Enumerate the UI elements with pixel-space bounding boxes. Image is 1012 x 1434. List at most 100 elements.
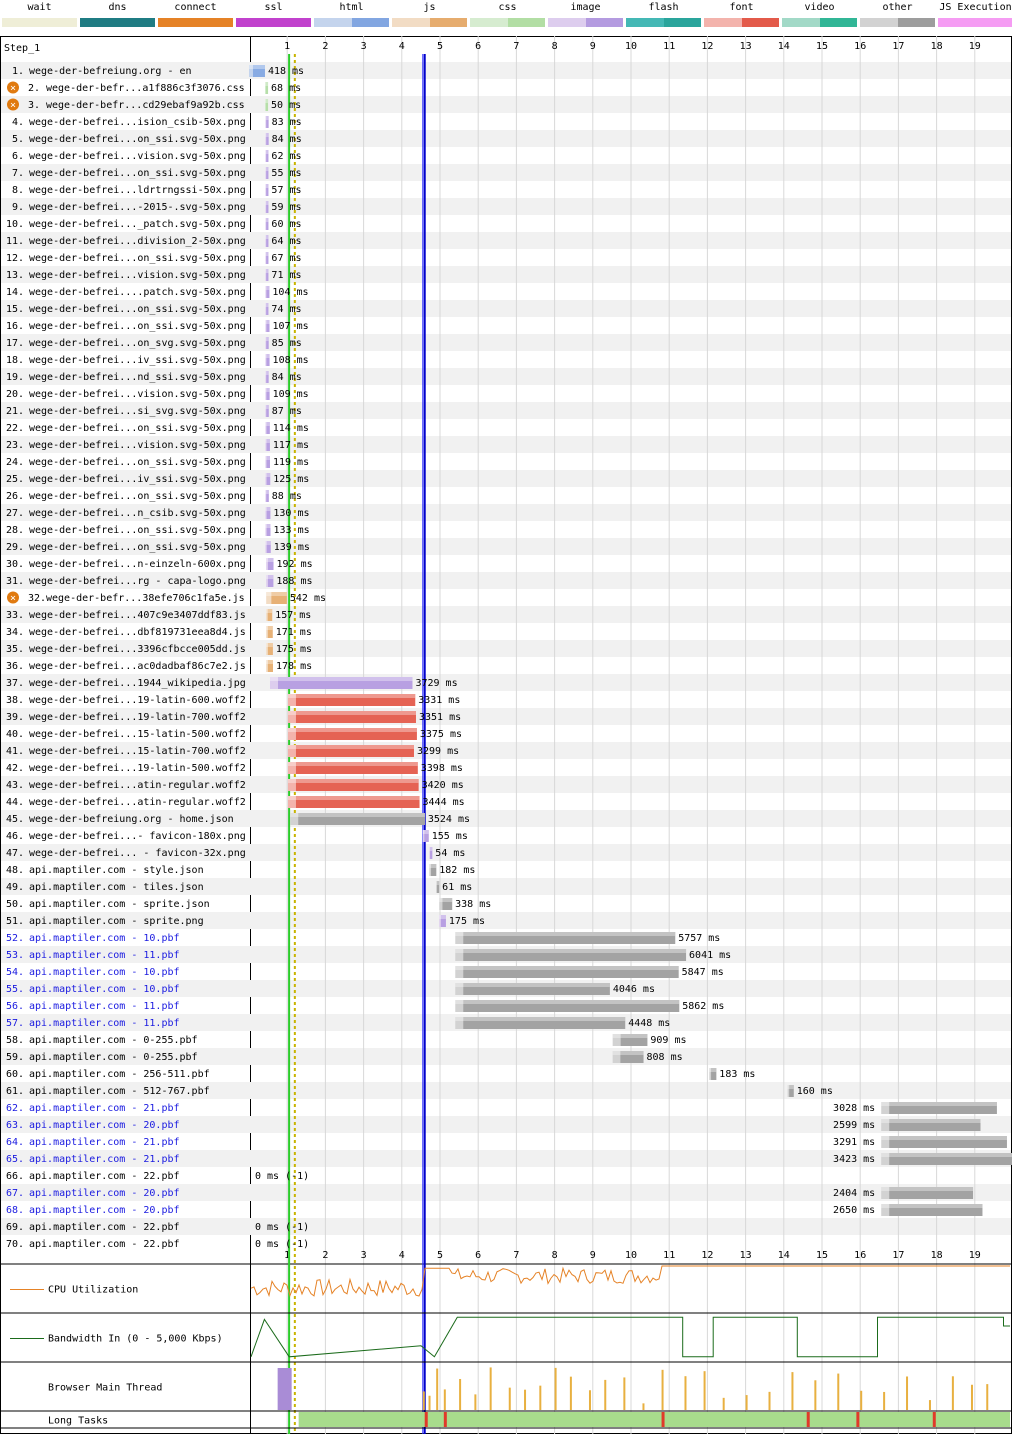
- request-number: 61.: [6, 1086, 24, 1097]
- main-thread-spike: [623, 1377, 626, 1410]
- tick-label-bottom: 19: [969, 1250, 981, 1261]
- request-bar-download: [266, 286, 270, 298]
- main-thread-spike: [951, 1376, 954, 1410]
- legend-swatch: [470, 18, 545, 27]
- request-url: wege-der-befrei...n_csib.svg-50x.png: [29, 508, 246, 519]
- row-stripe: [1, 300, 1011, 317]
- request-url: wege-der-befrei...on_ssi.svg-50x.png: [29, 168, 246, 179]
- row-stripe: [1, 1048, 1011, 1065]
- request-number: 45.: [6, 814, 24, 825]
- main-thread-spike: [661, 1369, 664, 1410]
- request-duration: 3729 ms: [415, 678, 457, 689]
- request-duration: 71 ms: [271, 270, 301, 281]
- row-stripe: [1, 96, 1011, 113]
- request-url: api.maptiler.com - 11.pbf: [29, 950, 180, 961]
- request-number: 18.: [6, 355, 24, 366]
- tick-label-bottom: 4: [399, 1250, 405, 1261]
- request-duration: 3299 ms: [417, 746, 459, 757]
- request-url: api.maptiler.com - style.json: [29, 865, 204, 876]
- request-url: api.maptiler.com - 21.pbf: [29, 1154, 180, 1165]
- request-url: wege-der-befrei...nd_ssi.svg-50x.png: [29, 372, 246, 383]
- request-bar-sheen: [266, 643, 273, 647]
- request-bar-download: [266, 371, 269, 383]
- request-bar-download: [278, 677, 413, 689]
- request-duration: 130 ms: [273, 508, 309, 519]
- request-bar-sheen: [455, 1017, 626, 1021]
- request-bar-sheen: [709, 1068, 717, 1072]
- request-url: wege-der-befrei...vision.svg-50x.png: [29, 270, 246, 281]
- tick-label-top: 8: [552, 41, 558, 52]
- main-thread-spike: [883, 1391, 886, 1410]
- request-url: wege-der-befrei...3396cfbcce005dd.js: [29, 644, 246, 655]
- request-number: 30.: [6, 559, 24, 570]
- request-number: 43.: [6, 780, 24, 791]
- request-number: 14.: [6, 287, 24, 298]
- legend-label: dns: [108, 2, 127, 13]
- main-thread-spike: [524, 1389, 527, 1410]
- request-bar-sheen: [455, 1000, 680, 1004]
- row-stripe: [1, 674, 1011, 691]
- request-bar-download: [889, 1187, 974, 1199]
- request-bar-download: [266, 490, 269, 502]
- request-bar-sheen: [422, 830, 429, 834]
- request-duration: 418 ms: [268, 66, 304, 77]
- request-bar-sheen: [455, 949, 687, 953]
- request-url: wege-der-befrei...rg - capa-logo.png: [29, 576, 246, 587]
- waterfall-chart: Step_1 1122334455667788991010111112121313…: [0, 36, 1012, 1434]
- request-duration: 3420 ms: [422, 780, 464, 791]
- request-duration: 909 ms: [650, 1035, 686, 1046]
- request-number: 15.: [6, 304, 24, 315]
- request-duration: 3444 ms: [423, 797, 465, 808]
- request-bar-download: [252, 65, 265, 77]
- request-duration: 60 ms: [271, 219, 301, 230]
- request-duration: 117 ms: [273, 440, 309, 451]
- request-bar-download: [463, 1017, 626, 1029]
- request-duration: 104 ms: [272, 287, 308, 298]
- request-number: 68.: [6, 1205, 24, 1216]
- request-bar-download: [430, 847, 433, 859]
- legend-label: font: [729, 2, 754, 13]
- request-duration: 4046 ms: [613, 984, 655, 995]
- tick-label-bottom: 10: [625, 1250, 637, 1261]
- tick-label-top: 5: [437, 41, 443, 52]
- row-stripe: [1, 368, 1011, 385]
- request-bar-download: [265, 82, 269, 94]
- request-bar-sheen: [265, 524, 271, 528]
- legend-label: JS Execution: [939, 2, 1012, 13]
- legend-label: wait: [27, 2, 52, 13]
- request-duration: 3331 ms: [418, 695, 460, 706]
- request-bar-download: [295, 796, 420, 808]
- legend-label: html: [339, 2, 364, 13]
- request-url: wege-der-befrei...vision.svg-50x.png: [29, 389, 246, 400]
- main-thread-spike: [684, 1376, 687, 1410]
- row-stripe: [1, 1116, 1011, 1133]
- request-duration: 183 ms: [719, 1069, 755, 1080]
- main-thread-spike: [860, 1390, 863, 1410]
- request-bar-download: [266, 269, 269, 281]
- request-number: 41.: [6, 746, 24, 757]
- request-url: api.maptiler.com - 11.pbf: [29, 1001, 180, 1012]
- request-url: wege-der-befr...38efe706c1fa5e.js: [46, 593, 245, 604]
- request-number: 28.: [6, 525, 24, 536]
- tick-label-bottom: 7: [513, 1250, 519, 1261]
- request-bar-download: [266, 388, 270, 400]
- request-url: wege-der-befrei...-2015-.svg-50x.png: [29, 202, 246, 213]
- request-number: 3.: [28, 100, 40, 111]
- request-duration: 3375 ms: [420, 729, 462, 740]
- long-tasks-bar: [298, 1412, 1010, 1427]
- request-number: 21.: [6, 406, 24, 417]
- request-bar-download: [267, 575, 274, 587]
- legend-label: connect: [174, 2, 217, 13]
- row-stripe: [1, 334, 1011, 351]
- request-duration: 157 ms: [275, 610, 311, 621]
- request-duration: 155 ms: [432, 831, 468, 842]
- request-number: 1.: [12, 66, 24, 77]
- request-url: api.maptiler.com - sprite.json: [29, 899, 210, 910]
- request-duration: 119 ms: [273, 457, 309, 468]
- tick-label-bottom: 1: [284, 1250, 290, 1261]
- request-bar-sheen: [265, 167, 269, 171]
- request-number: 66.: [6, 1171, 24, 1182]
- request-duration: 2650 ms: [833, 1205, 875, 1216]
- tick-label-bottom: 17: [892, 1250, 904, 1261]
- tick-label-top: 2: [322, 41, 328, 52]
